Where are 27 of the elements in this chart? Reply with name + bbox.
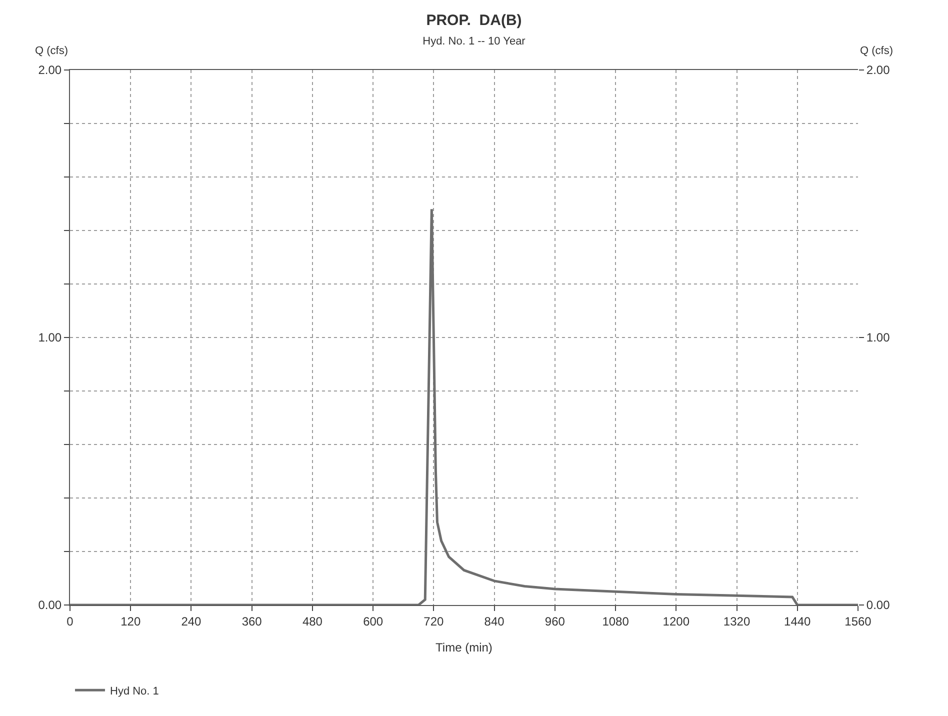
y-tick-label: 0.00: [38, 598, 62, 612]
x-tick-label: 1320: [723, 614, 750, 628]
x-tick-label: 1200: [662, 614, 690, 628]
x-tick-label: 960: [544, 614, 566, 628]
y2-tick-label: 1.00: [866, 330, 890, 345]
x-axis-title: Time (min): [436, 640, 492, 654]
y-axis-title: Q (cfs): [35, 45, 68, 57]
chart-title: PROP. DA(B): [426, 12, 522, 30]
x-tick-label: 1440: [784, 614, 812, 628]
x-tick-label: 120: [120, 614, 141, 628]
y2-tick-label: 0.00: [866, 598, 890, 612]
x-tick-label: 360: [242, 614, 262, 628]
chart-subtitle: Hyd. No. 1 -- 10 Year: [422, 36, 526, 48]
line-series: [70, 208, 858, 605]
x-tick-label: 1080: [602, 614, 630, 628]
x-tick-label: 720: [424, 614, 444, 628]
x-tick-label: 480: [302, 614, 323, 628]
x-tick-label: 240: [181, 614, 202, 628]
y-tick-label: 2.00: [38, 63, 62, 78]
legend-label: Hyd No. 1: [110, 685, 159, 698]
x-tick-label: 600: [363, 614, 384, 628]
y-tick-label: 1.00: [38, 330, 62, 345]
x-tick-label: 0: [66, 614, 74, 628]
y2-axis-title: Q (cfs): [860, 45, 893, 57]
x-tick-label: 840: [484, 614, 505, 628]
x-tick-label: 1560: [844, 614, 872, 628]
y2-tick-label: 2.00: [866, 63, 890, 78]
